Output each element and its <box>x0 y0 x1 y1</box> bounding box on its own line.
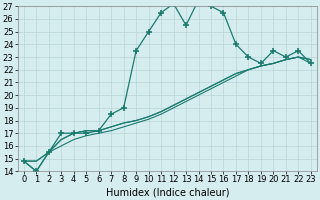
X-axis label: Humidex (Indice chaleur): Humidex (Indice chaleur) <box>106 187 229 197</box>
